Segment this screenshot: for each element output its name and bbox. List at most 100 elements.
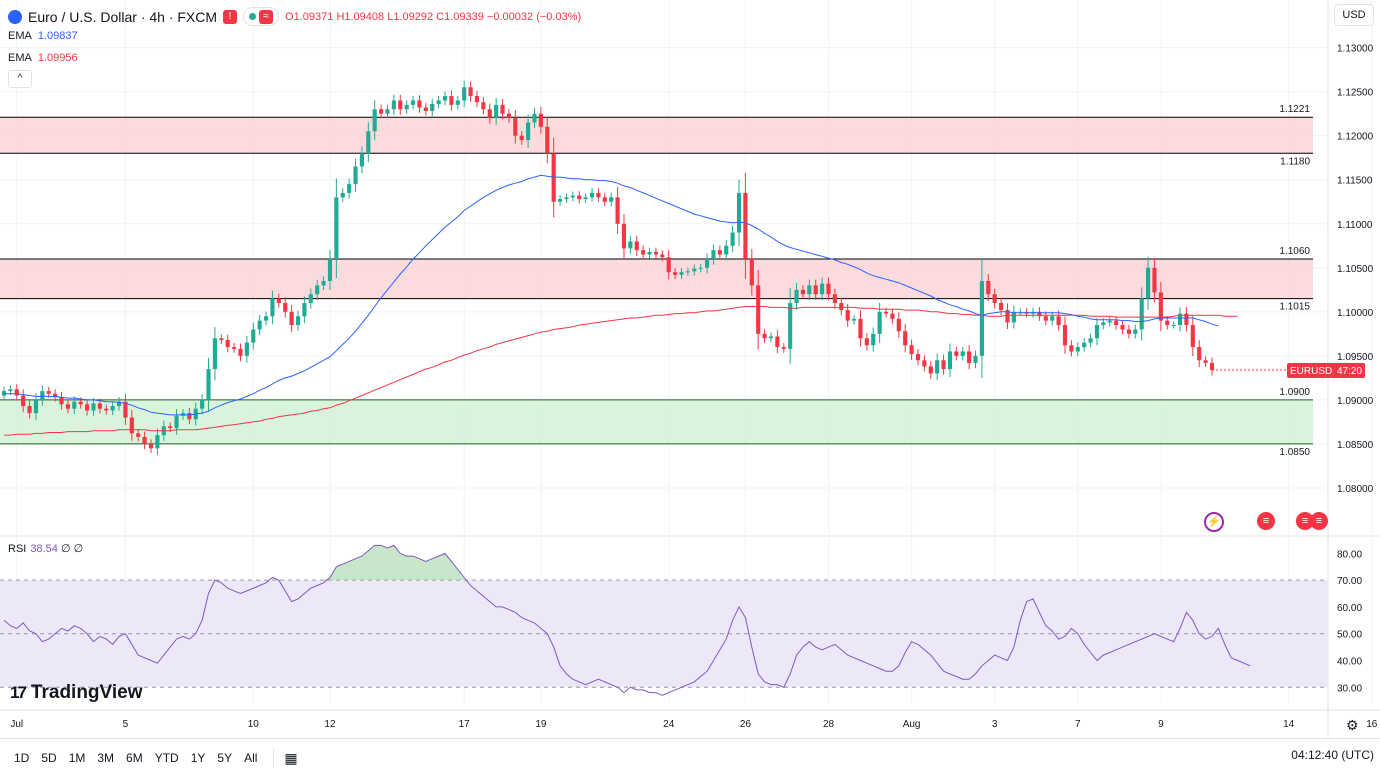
candle-body [660,254,665,258]
time-tick-label: 10 [248,719,260,730]
time-axis[interactable]: Jul 5 10 12 17 19 24 26 28 Aug 3 7 9 14 16 [10,719,1377,730]
candle-body [321,281,326,286]
candle-body [72,401,77,409]
candle-body [1165,320,1170,326]
candle-body [519,135,524,141]
flag-icon: ! [223,9,238,24]
range-all-button[interactable]: All [244,751,258,765]
range-6m-button[interactable]: 6M [126,751,143,765]
candle-body [756,285,761,334]
candle-body [839,303,844,311]
candle-body [372,109,377,132]
us-flag-event-icon[interactable]: ≡ [1296,512,1314,530]
lightning-event-icon[interactable]: ⚡ [1204,512,1224,532]
candle-body [449,96,454,105]
price-tick-label: 1.11000 [1337,220,1373,231]
ema-legend-1[interactable]: EMA 1.09837 [8,30,78,42]
time-tick-label: Jul [10,719,23,730]
zone-top-label: 1.0900 [1279,387,1310,398]
us-flag-event-icon[interactable]: ≡ [1257,512,1275,530]
ohlc-low: L1.09292 [387,10,434,23]
ema-line [4,174,1219,416]
price-tag-symbol: EURUSD [1290,366,1332,377]
price-axis[interactable]: 1.08000 1.08500 1.09000 1.09500 1.10000 1.105… [1337,44,1374,695]
candle-body [1120,325,1125,330]
candle-body [1005,310,1010,323]
candle-body [436,100,441,104]
candle-body [743,192,748,259]
candle-body [545,126,550,154]
brand-name: TradingView [30,682,143,703]
candle-body [685,271,690,273]
candle-body [366,131,371,154]
candle-body [33,399,39,414]
chart-header: Euro / U.S. Dollar · 4h · FXCM ! ≈ O1.09… [8,7,581,26]
candle-body [187,413,192,420]
price-tick-label: 1.11500 [1337,176,1373,187]
price-tick-label: 1.10500 [1337,264,1374,275]
candle-body [647,251,652,255]
candle-body [315,285,320,295]
candle-body [871,333,876,346]
candle-body [1094,325,1100,339]
candle-body [129,417,134,434]
status-dot-icon [249,13,257,20]
tradingview-logo: 17 TradingView [10,682,143,704]
price-chart[interactable]: 1.1221 1.1180 1.1060 1.1015 1.0900 1.0850 1.0… [0,0,1380,738]
gear-icon[interactable]: ⚙ [1346,717,1359,733]
range-3m-button[interactable]: 3M [97,751,115,765]
candle-body [826,283,831,295]
candle-body [59,397,64,405]
symbol-title[interactable]: Euro / U.S. Dollar · 4h · FXCM [28,8,218,25]
candle-body [462,87,467,101]
candle-body [487,109,492,119]
ema-legend-2[interactable]: EMA 1.09956 [8,52,78,64]
collapse-legend-button[interactable]: ^ [8,70,32,88]
candle-body [308,294,313,304]
candle-body [1203,360,1208,363]
utc-clock[interactable]: 04:12:40 (UTC) [1291,748,1374,762]
candle-body [1062,325,1068,346]
candle-body [1133,329,1138,334]
candle-body [513,118,518,136]
range-5d-button[interactable]: 5D [41,751,57,765]
candle-body [1101,322,1106,326]
price-tick-label: 1.12500 [1337,88,1374,99]
range-1d-button[interactable]: 1D [14,751,30,765]
candle-body [1139,298,1144,330]
rsi-legend[interactable]: RSI 38.54 ∅ ∅ [8,542,83,555]
candle-body [474,96,480,103]
candle-body [225,340,230,348]
ema-line [4,306,1238,436]
market-status-pill[interactable]: ≈ [243,7,280,26]
candle-body [219,338,224,341]
calendar-icon[interactable]: ▦ [284,749,298,766]
candle-body [500,104,505,114]
candle-body [155,435,160,449]
zone-bottom-label: 1.1180 [1280,156,1310,167]
range-1y-button[interactable]: 1Y [190,751,206,765]
candle-body [602,197,607,202]
candle-body [327,258,333,281]
candle-body [1037,311,1042,317]
currency-button[interactable]: USD [1334,4,1374,26]
candle-body [967,351,972,363]
us-flag-event-icon[interactable]: ≡ [1310,512,1328,530]
range-5y-button[interactable]: 5Y [217,751,233,765]
range-1m-button[interactable]: 1M [68,751,86,765]
candle-body [538,113,543,127]
candle-body [251,329,256,343]
price-tick-label: 1.12000 [1337,132,1374,143]
candle-body [1177,313,1183,326]
candle-body [794,289,799,304]
candle-body [717,250,722,255]
rsi-pane [0,544,1328,696]
candle-body [788,303,793,349]
candle-body [1069,345,1074,352]
range-ytd-button[interactable]: YTD [154,751,179,765]
candle-body [935,360,940,374]
toolbar-divider [273,748,275,768]
candle-body [692,268,697,272]
candle-body [289,311,294,326]
rsi-overbought-fill [272,545,465,581]
